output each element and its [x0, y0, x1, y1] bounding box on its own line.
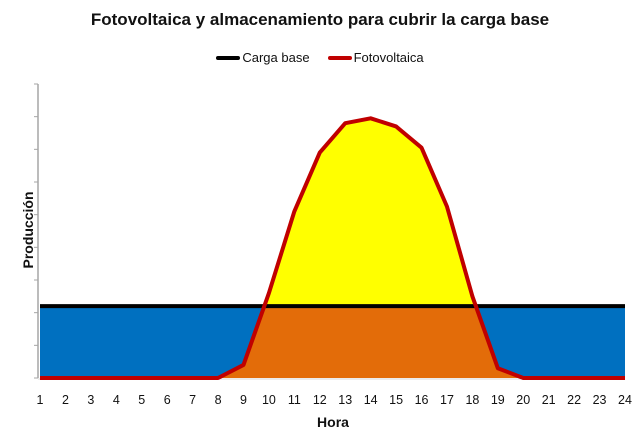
x-axis-label: Hora [317, 414, 349, 430]
legend-item-carga-base: Carga base [216, 50, 310, 65]
pv-surplus-area [40, 118, 625, 379]
x-tick-label: 8 [215, 393, 222, 407]
x-tick-label: 12 [313, 393, 327, 407]
x-tick-label: 14 [364, 393, 378, 407]
x-tick-label: 22 [567, 393, 581, 407]
x-tick-label: 17 [440, 393, 454, 407]
x-tick-labels: 1 2 3 4 5 6 7 8 9 10 11 12 13 14 15 16 17 18 19 20 21 22 23 24 [37, 393, 632, 407]
fotovoltaica-line [40, 116, 625, 380]
x-tick-label: 1 [37, 393, 44, 407]
x-tick-label: 20 [516, 393, 530, 407]
x-tick-label: 6 [164, 393, 171, 407]
x-tick-label: 11 [288, 393, 301, 407]
x-tick-label: 21 [542, 393, 556, 407]
chart-title: Fotovoltaica y almacenamiento para cubri… [90, 10, 550, 29]
x-tick-label: 5 [138, 393, 145, 407]
legend-item-fotovoltaica: Fotovoltaica [327, 50, 424, 65]
legend-label-carga-base: Carga base [242, 50, 310, 65]
series-lines [40, 116, 625, 380]
x-tick-label: 13 [338, 393, 352, 407]
area-fills [40, 118, 625, 379]
x-tick-label: 23 [593, 393, 607, 407]
x-tick-label: 7 [189, 393, 196, 407]
legend-swatch-fotovoltaica [327, 55, 352, 60]
x-tick-label: 10 [262, 393, 276, 407]
x-tick-label: 18 [465, 393, 479, 407]
x-tick-label: 9 [240, 393, 247, 407]
x-tick-label: 24 [618, 393, 632, 407]
x-tick-label: 15 [389, 393, 403, 407]
pv-direct-area [40, 306, 625, 378]
x-tick-label: 3 [87, 393, 94, 407]
legend-swatch-carga-base [216, 55, 241, 60]
legend-label-fotovoltaica: Fotovoltaica [353, 50, 424, 65]
x-tick-label: 4 [113, 393, 120, 407]
legend: Carga base Fotovoltaica [0, 50, 640, 65]
x-tick-label: 16 [415, 393, 429, 407]
x-tick-label: 2 [62, 393, 69, 407]
x-tick-label: 19 [491, 393, 505, 407]
